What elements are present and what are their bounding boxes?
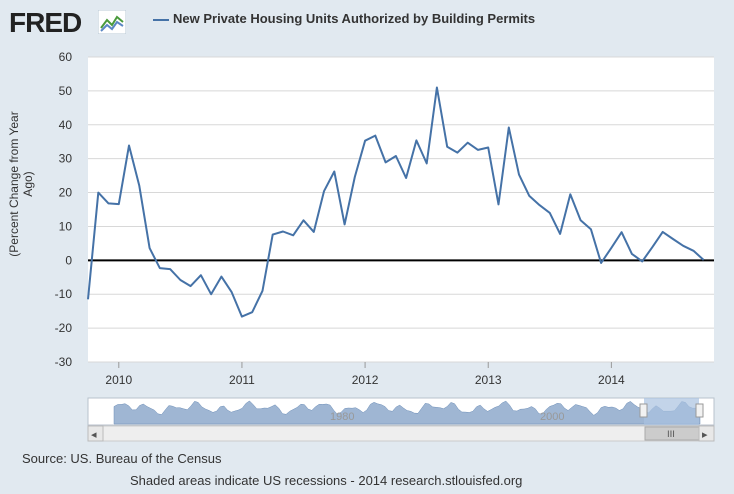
fred-graph-icon	[98, 10, 126, 34]
y-tick-label: 40	[59, 118, 73, 132]
scroll-left-arrow-icon: ◂	[91, 428, 97, 441]
series-group	[87, 86, 705, 318]
y-tick-label: -30	[55, 355, 73, 369]
scrollbar[interactable]: ◂ III ▸	[87, 425, 715, 442]
plot-area	[88, 57, 714, 362]
navigator-right-handle[interactable]	[695, 403, 704, 418]
gridlines	[88, 56, 714, 363]
navigator-selected-range[interactable]	[644, 398, 699, 425]
scroll-right-button[interactable]	[698, 425, 715, 442]
scroll-left-button[interactable]	[87, 425, 104, 442]
series-line[interactable]	[87, 86, 705, 318]
scrollbar-track[interactable]	[87, 425, 715, 442]
navigator-history-area	[113, 400, 701, 425]
y-tick-label: 50	[59, 84, 73, 98]
y-tick-label: -20	[55, 321, 73, 335]
x-tick-labels: 2010 2011 2012 2013 2014	[105, 362, 625, 387]
fred-logo[interactable]: FRED	[9, 7, 82, 38]
navigator-left-handle[interactable]	[639, 403, 648, 418]
navigator-label-2000: 2000	[540, 411, 564, 423]
navigator[interactable]: 1980 2000	[87, 397, 715, 426]
source-note: Source: US. Bureau of the Census	[22, 451, 222, 466]
y-tick-label: 60	[59, 50, 73, 64]
chart-legend[interactable]: New Private Housing Units Authorized by …	[153, 11, 535, 26]
y-tick-label: 20	[59, 186, 73, 200]
x-tick-label: 2014	[598, 373, 625, 387]
y-tick-label: 30	[59, 152, 73, 166]
x-tick-label: 2013	[475, 373, 502, 387]
y-tick-labels: -30 -20 -10 0 10 20 30 40 50 60	[55, 50, 73, 369]
navigator-label-1980: 1980	[330, 411, 354, 423]
y-tick-label: 10	[59, 219, 73, 233]
x-tick-label: 2011	[229, 373, 255, 387]
legend-series-name: New Private Housing Units Authorized by …	[173, 11, 536, 26]
chart-header: FRED New Private Housing Units Authorize…	[0, 0, 734, 44]
scroll-thumb-grip: III	[667, 430, 675, 440]
x-tick-label: 2012	[352, 373, 379, 387]
recession-note[interactable]: Shaded areas indicate US recessions - 20…	[130, 473, 523, 488]
scroll-right-arrow-icon: ▸	[702, 428, 708, 441]
y-tick-label: 0	[65, 253, 72, 267]
y-tick-label: -10	[55, 287, 73, 301]
legend-line-marker	[153, 18, 169, 21]
x-tick-label: 2010	[105, 373, 132, 387]
